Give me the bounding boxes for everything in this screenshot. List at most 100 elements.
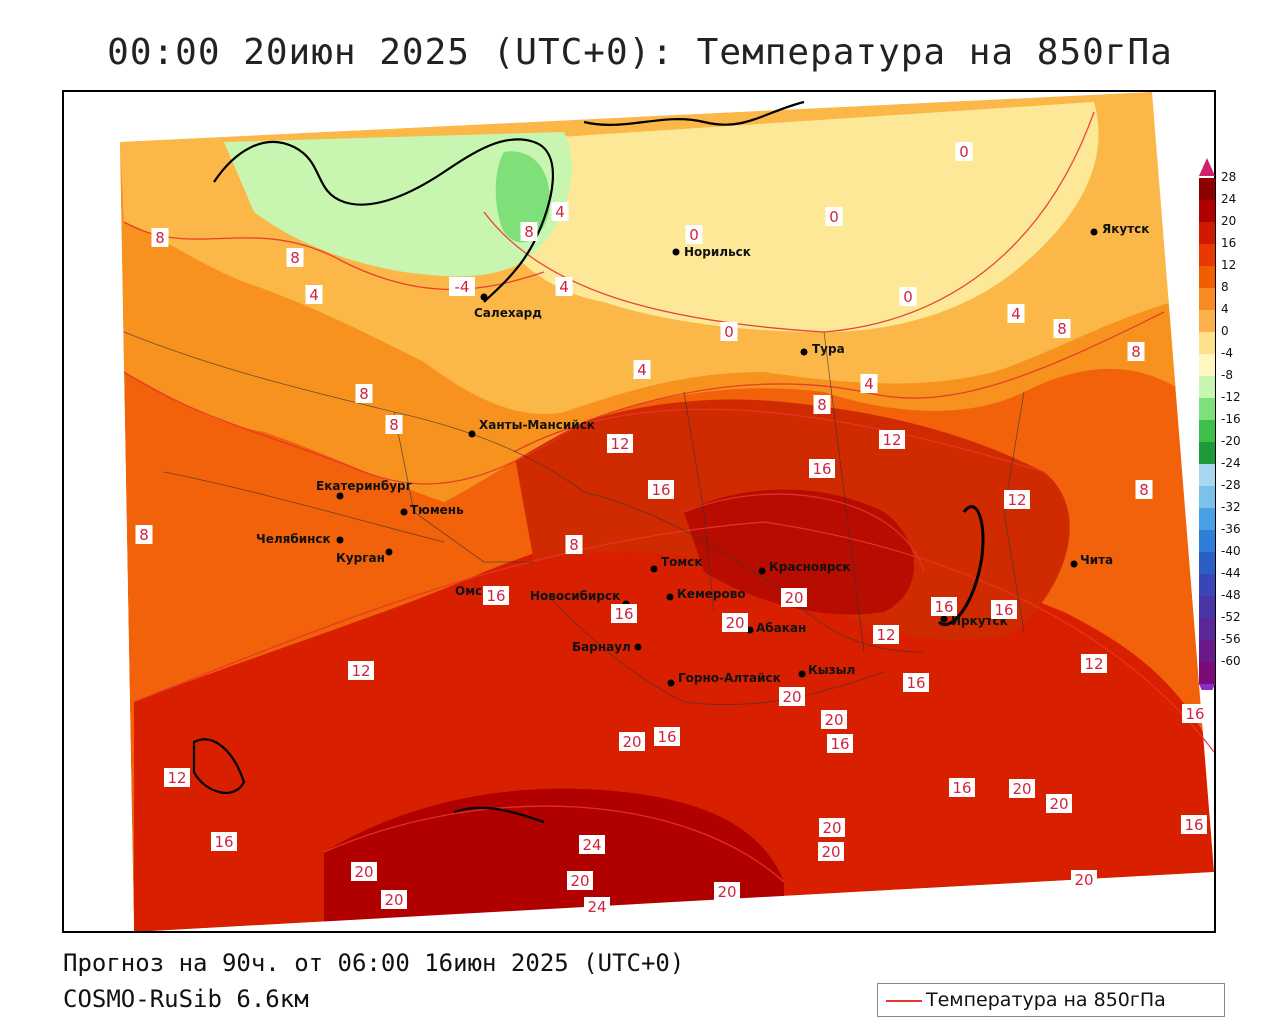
colorbar-tick-label: -56 — [1221, 632, 1241, 646]
svg-text:0: 0 — [903, 288, 913, 306]
svg-text:0: 0 — [689, 226, 699, 244]
colorbar-tick-label: -44 — [1221, 566, 1241, 580]
svg-text:16: 16 — [651, 481, 670, 499]
outside-domain-bottom — [152, 872, 1214, 931]
city-label-chelyabinsk: Челябинск — [256, 532, 331, 546]
isotherm-label: 16 — [991, 600, 1017, 619]
isotherm-label: 12 — [1004, 490, 1030, 509]
isotherm-label: 20 — [819, 818, 845, 837]
outside-domain-left — [64, 92, 134, 931]
isotherm-label: 20 — [567, 871, 593, 890]
svg-text:16: 16 — [934, 598, 953, 616]
model-name: COSMO-RuSib 6.6км — [63, 985, 309, 1013]
isotherm-label: 24 — [579, 835, 605, 854]
isotherm-label: 8 — [286, 248, 304, 267]
zone-0 — [484, 102, 1099, 332]
svg-text:4: 4 — [1011, 305, 1021, 323]
outside-domain-right — [1152, 92, 1214, 872]
isotherm-label: 8 — [355, 384, 373, 403]
colorbar-swatch — [1199, 376, 1215, 398]
svg-text:8: 8 — [524, 223, 534, 241]
svg-text:16: 16 — [486, 587, 505, 605]
svg-text:20: 20 — [384, 891, 403, 909]
svg-text:20: 20 — [822, 819, 841, 837]
isotherm-label: 16 — [648, 480, 674, 499]
colorbar-tick-label: -60 — [1221, 654, 1241, 668]
chart-title: 00:00 20июн 2025 (UTC+0): Температура на… — [107, 32, 1173, 73]
admin-borders — [123, 331, 1025, 706]
svg-text:20: 20 — [570, 872, 589, 890]
svg-text:20: 20 — [725, 614, 744, 632]
colorbar-swatch — [1199, 222, 1215, 244]
svg-text:12: 12 — [876, 626, 895, 644]
colorbar-swatch — [1199, 530, 1215, 552]
svg-text:20: 20 — [354, 863, 373, 881]
isotherm-label: 16 — [949, 778, 975, 797]
colorbar-swatch — [1199, 442, 1215, 464]
forecast-info: Прогноз на 90ч. от 06:00 16июн 2025 (UTC… — [63, 949, 685, 977]
isotherm-label: 16 — [483, 586, 509, 605]
svg-text:8: 8 — [1131, 343, 1141, 361]
svg-text:8: 8 — [389, 416, 399, 434]
city-tyumen: Тюмень — [400, 503, 464, 517]
svg-text:20: 20 — [782, 688, 801, 706]
svg-text:12: 12 — [882, 431, 901, 449]
colorbar-swatch — [1199, 596, 1215, 618]
isotherm-label: 12 — [873, 625, 899, 644]
colorbar-tick-label: 4 — [1221, 302, 1229, 316]
colorbar-swatch — [1199, 244, 1215, 266]
svg-text:20: 20 — [622, 733, 641, 751]
city-label-kemerovo: Кемерово — [677, 587, 746, 601]
isotherm-label: 20 — [722, 613, 748, 632]
colorbar-swatch — [1199, 200, 1215, 222]
colorbar-swatch — [1199, 178, 1215, 200]
svg-text:16: 16 — [1184, 816, 1203, 834]
isotherm-label: 4 — [860, 374, 878, 393]
colorbar-swatch — [1199, 618, 1215, 640]
isotherm-label: 20 — [1046, 794, 1072, 813]
outside-domain-top — [64, 92, 1214, 142]
colorbar-tick-label: -12 — [1221, 390, 1241, 404]
isotherm-label: 20 — [1009, 779, 1035, 798]
svg-text:16: 16 — [1185, 705, 1204, 723]
isotherm-label: 16 — [809, 459, 835, 478]
isotherm-label: 8 — [565, 535, 583, 554]
svg-text:16: 16 — [812, 460, 831, 478]
isotherm-label: 16 — [1182, 704, 1208, 723]
svg-text:16: 16 — [614, 605, 633, 623]
isotherm-label: 12 — [1081, 654, 1107, 673]
isotherm-label: 16 — [654, 727, 680, 746]
svg-text:8: 8 — [817, 396, 827, 414]
svg-text:20: 20 — [1012, 780, 1031, 798]
city-kurgan: Курган — [336, 548, 393, 565]
svg-text:12: 12 — [167, 769, 186, 787]
isotherm-label: 16 — [931, 597, 957, 616]
colorbar-swatch — [1199, 486, 1215, 508]
svg-text:16: 16 — [214, 833, 233, 851]
city-salekhard: Салехард — [474, 293, 542, 320]
colorbar: 28 24 20 16 12 8 4 0 -4 -8 -12 -16 -20 -24 -28 -32 -36 -4… — [1199, 158, 1269, 690]
svg-text:8: 8 — [359, 385, 369, 403]
svg-text:16: 16 — [657, 728, 676, 746]
svg-text:16: 16 — [830, 735, 849, 753]
colorbar-bottom-arrow — [1199, 684, 1215, 690]
city-label-kurgan: Курган — [336, 551, 385, 565]
isotherm-label: 16 — [611, 604, 637, 623]
isotherm-label: 4 — [555, 277, 573, 296]
isotherm-label: -4 — [449, 277, 475, 296]
isotherm-label: 4 — [551, 202, 569, 221]
city-label-salekhard: Салехард — [474, 306, 542, 320]
isotherm-label: 12 — [879, 430, 905, 449]
isotherm-label: 20 — [779, 687, 805, 706]
isotherm-label: 16 — [827, 734, 853, 753]
colorbar-tick-label: -8 — [1221, 368, 1233, 382]
colorbar-tick-label: -52 — [1221, 610, 1241, 624]
colorbar-tick-label: 12 — [1221, 258, 1237, 272]
svg-text:20: 20 — [824, 711, 843, 729]
svg-text:16: 16 — [994, 601, 1013, 619]
svg-text:4: 4 — [309, 286, 319, 304]
svg-text:20: 20 — [1074, 871, 1093, 889]
colorbar-tick-label: 16 — [1221, 236, 1237, 250]
colorbar-tick-label: -20 — [1221, 434, 1241, 448]
isotherm-label: 20 — [619, 732, 645, 751]
